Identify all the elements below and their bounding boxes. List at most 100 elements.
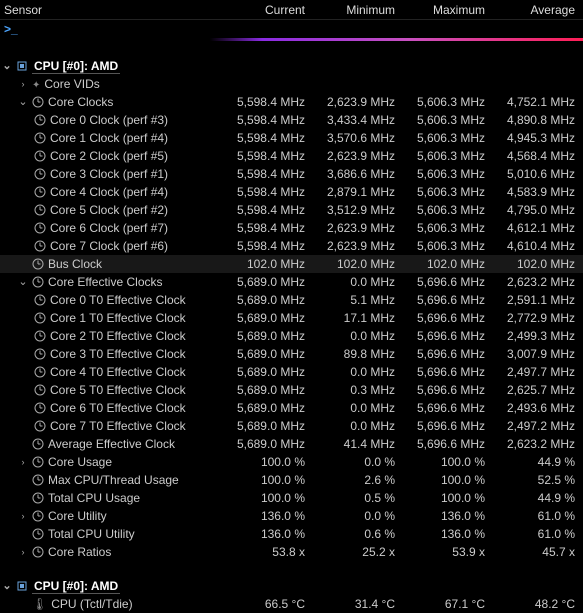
val-avg: 52.5 % <box>493 473 583 487</box>
table-row[interactable]: Core Usage100.0 %0.0 %100.0 %44.9 % <box>0 453 583 471</box>
val-current: 5,689.0 MHz <box>223 311 313 325</box>
header-current[interactable]: Current <box>223 3 313 17</box>
table-row[interactable]: Total CPU Utility136.0 %0.6 %136.0 %61.0… <box>0 525 583 543</box>
val-max: 5,696.6 MHz <box>403 383 493 397</box>
eff-clocks-row[interactable]: Core Effective Clocks 5,689.0 MHz 0.0 MH… <box>0 273 583 291</box>
val-avg: 4,752.1 MHz <box>493 95 583 109</box>
table-row[interactable]: Core Utility136.0 %0.0 %136.0 %61.0 % <box>0 507 583 525</box>
chevron-right-icon[interactable] <box>18 457 28 467</box>
val-avg: 4,612.1 MHz <box>493 221 583 235</box>
val-current: 5,598.4 MHz <box>223 113 313 127</box>
val-max: 5,696.6 MHz <box>403 437 493 451</box>
temp-label: CPU (Tctl/Tdie) <box>51 597 132 611</box>
val-current: 136.0 % <box>223 527 313 541</box>
table-row[interactable]: Core 6 Clock (perf #7)5,598.4 MHz2,623.9… <box>0 219 583 237</box>
val-min: 3,433.4 MHz <box>313 113 403 127</box>
header-maximum[interactable]: Maximum <box>403 3 493 17</box>
table-row[interactable]: Core 2 T0 Effective Clock5,689.0 MHz0.0 … <box>0 327 583 345</box>
row-label: Total CPU Usage <box>48 491 140 505</box>
val-current: 66.5 °C <box>223 597 313 611</box>
bus-clock-label: Bus Clock <box>48 257 102 271</box>
val-max: 5,696.6 MHz <box>403 293 493 307</box>
row-label: Core Utility <box>48 509 107 523</box>
avg-eff-clock-row[interactable]: Average Effective Clock 5,689.0 MHz 41.4… <box>0 435 583 453</box>
row-label: Core Ratios <box>48 545 111 559</box>
val-max: 5,696.6 MHz <box>403 329 493 343</box>
val-max: 5,696.6 MHz <box>403 347 493 361</box>
val-max: 67.1 °C <box>403 597 493 611</box>
table-row[interactable]: Core 4 Clock (perf #4)5,598.4 MHz2,879.1… <box>0 183 583 201</box>
row-label: Core 0 Clock (perf #3) <box>50 113 168 127</box>
chevron-down-icon[interactable] <box>18 97 28 107</box>
table-row[interactable]: Core 0 T0 Effective Clock5,689.0 MHz5.1 … <box>0 291 583 309</box>
cpu-section-row-2[interactable]: CPU [#0]: AMD <box>0 577 583 595</box>
table-row[interactable]: Max CPU/Thread Usage100.0 %2.6 %100.0 %5… <box>0 471 583 489</box>
val-avg: 2,497.2 MHz <box>493 419 583 433</box>
val-avg: 4,583.9 MHz <box>493 185 583 199</box>
table-row[interactable]: Core 0 Clock (perf #3) 5,598.4 MHz3,433.4… <box>0 111 583 129</box>
val-max: 5,696.6 MHz <box>403 365 493 379</box>
chevron-right-icon[interactable] <box>18 547 28 557</box>
val-max: 102.0 MHz <box>403 257 493 271</box>
val-current: 5,689.0 MHz <box>223 401 313 415</box>
clock-icon <box>34 186 46 198</box>
val-max: 5,696.6 MHz <box>403 401 493 415</box>
header-average[interactable]: Average <box>493 3 583 17</box>
val-min: 2,623.9 MHz <box>313 95 403 109</box>
clock-icon <box>32 492 44 504</box>
chevron-right-icon[interactable] <box>18 511 28 521</box>
clock-icon <box>32 528 44 540</box>
val-current: 5,689.0 MHz <box>223 419 313 433</box>
row-label: Core 2 Clock (perf #5) <box>50 149 168 163</box>
table-row[interactable]: Core Ratios53.8 x25.2 x53.9 x45.7 x <box>0 543 583 561</box>
val-avg: 45.7 x <box>493 545 583 559</box>
table-row[interactable]: Core 3 T0 Effective Clock5,689.0 MHz89.8… <box>0 345 583 363</box>
val-min: 3,570.6 MHz <box>313 131 403 145</box>
table-row[interactable]: Core 1 T0 Effective Clock5,689.0 MHz17.1… <box>0 309 583 327</box>
val-min: 3,686.6 MHz <box>313 167 403 181</box>
val-current: 5,689.0 MHz <box>223 329 313 343</box>
table-row[interactable]: Core 3 Clock (perf #1)5,598.4 MHz3,686.6… <box>0 165 583 183</box>
table-row[interactable]: Core 5 Clock (perf #2)5,598.4 MHz3,512.9… <box>0 201 583 219</box>
clock-icon <box>34 150 46 162</box>
chevron-down-icon[interactable] <box>2 61 12 71</box>
val-avg: 61.0 % <box>493 509 583 523</box>
header-sensor[interactable]: Sensor <box>0 3 223 17</box>
chevron-down-icon[interactable] <box>18 277 28 287</box>
table-row[interactable]: Core 2 Clock (perf #5)5,598.4 MHz2,623.9… <box>0 147 583 165</box>
avg-eff-clock-label: Average Effective Clock <box>48 437 175 451</box>
table-row[interactable]: Total CPU Usage100.0 %0.5 %100.0 %44.9 % <box>0 489 583 507</box>
val-min: 89.8 MHz <box>313 347 403 361</box>
table-row[interactable]: Core 4 T0 Effective Clock5,689.0 MHz0.0 … <box>0 363 583 381</box>
val-min: 25.2 x <box>313 545 403 559</box>
val-avg: 2,497.7 MHz <box>493 365 583 379</box>
core-clocks-row[interactable]: Core Clocks 5,598.4 MHz 2,623.9 MHz 5,60… <box>0 93 583 111</box>
val-min: 17.1 MHz <box>313 311 403 325</box>
core-vids-row[interactable]: Core VIDs <box>0 75 583 93</box>
row-label: Core 1 Clock (perf #4) <box>50 131 168 145</box>
val-min: 2,623.9 MHz <box>313 239 403 253</box>
table-row[interactable]: Core 5 T0 Effective Clock5,689.0 MHz0.3 … <box>0 381 583 399</box>
val-max: 5,606.3 MHz <box>403 149 493 163</box>
table-row[interactable]: Core 7 Clock (perf #6)5,598.4 MHz2,623.9… <box>0 237 583 255</box>
row-label: Core 3 T0 Effective Clock <box>50 347 186 361</box>
val-current: 102.0 MHz <box>223 257 313 271</box>
val-min: 2,623.9 MHz <box>313 221 403 235</box>
table-row[interactable]: Core 7 T0 Effective Clock5,689.0 MHz0.0 … <box>0 417 583 435</box>
val-avg: 4,945.3 MHz <box>493 131 583 145</box>
val-min: 0.6 % <box>313 527 403 541</box>
cpu-section-row[interactable]: CPU [#0]: AMD <box>0 57 583 75</box>
clock-icon <box>34 384 46 396</box>
chevron-right-icon[interactable] <box>18 79 28 89</box>
val-min: 0.0 MHz <box>313 401 403 415</box>
temp-row[interactable]: 🌡 CPU (Tctl/Tdie) 66.5 °C 31.4 °C 67.1 °… <box>0 595 583 613</box>
val-max: 5,696.6 MHz <box>403 275 493 289</box>
row-label: Core 7 Clock (perf #6) <box>50 239 168 253</box>
bus-clock-row[interactable]: Bus Clock 102.0 MHz 102.0 MHz 102.0 MHz … <box>0 255 583 273</box>
table-row[interactable]: Core 6 T0 Effective Clock5,689.0 MHz0.0 … <box>0 399 583 417</box>
header-minimum[interactable]: Minimum <box>313 3 403 17</box>
chevron-down-icon[interactable] <box>2 581 12 591</box>
val-min: 2.6 % <box>313 473 403 487</box>
val-max: 5,606.3 MHz <box>403 131 493 145</box>
table-row[interactable]: Core 1 Clock (perf #4)5,598.4 MHz3,570.6… <box>0 129 583 147</box>
